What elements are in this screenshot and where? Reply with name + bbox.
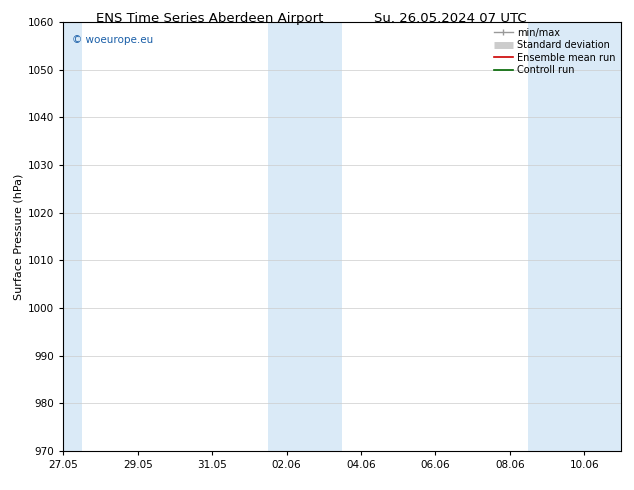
Text: ENS Time Series Aberdeen Airport: ENS Time Series Aberdeen Airport <box>96 12 323 25</box>
Y-axis label: Surface Pressure (hPa): Surface Pressure (hPa) <box>14 173 24 299</box>
Bar <box>268 22 342 451</box>
Bar <box>63 22 82 451</box>
Text: © woeurope.eu: © woeurope.eu <box>72 35 153 45</box>
Bar <box>528 22 621 451</box>
Legend: min/max, Standard deviation, Ensemble mean run, Controll run: min/max, Standard deviation, Ensemble me… <box>491 25 618 78</box>
Text: Su. 26.05.2024 07 UTC: Su. 26.05.2024 07 UTC <box>374 12 526 25</box>
